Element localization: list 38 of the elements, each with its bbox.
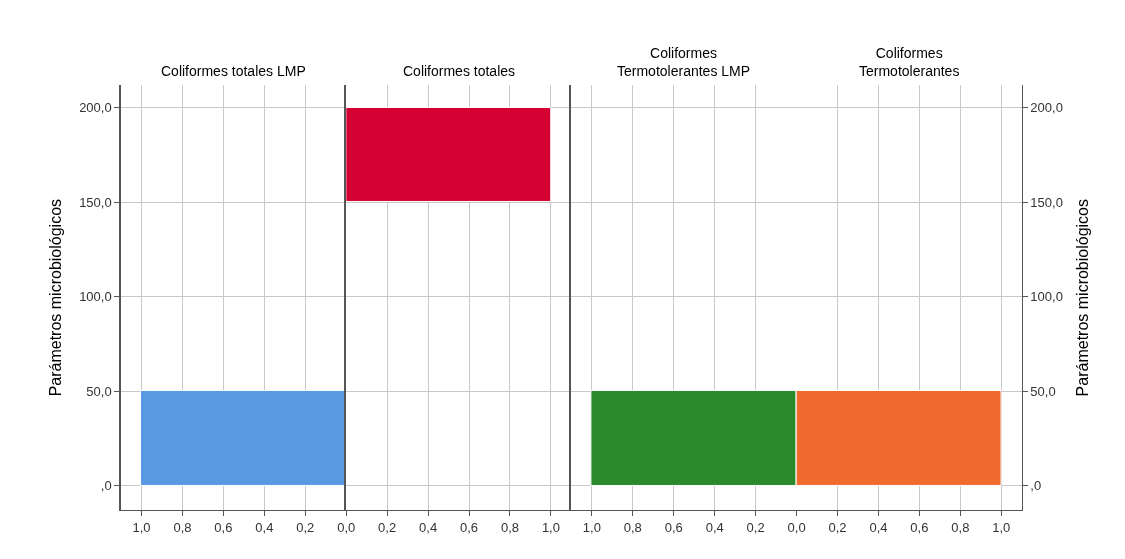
y2-tick-label: 200,0 <box>1030 100 1063 116</box>
chart-title: Coliformes Termotolerantes LMP <box>617 45 751 80</box>
x-tick-label: 1,0 <box>992 519 1011 535</box>
x-tick-label: 1,0 <box>132 519 151 535</box>
chart-title: Coliformes totales <box>403 63 516 79</box>
x-tick-label: 0,6 <box>214 519 233 535</box>
x-tick-label: 0,8 <box>500 519 520 535</box>
y-tick-label: 150,0 <box>79 194 112 210</box>
x-tick-label: 0,8 <box>173 519 192 535</box>
y-tick-label: 200,0 <box>79 100 112 116</box>
x-tick-label: 0,8 <box>623 519 642 535</box>
y-axis-title: Parámetros microbiológicos <box>46 198 64 397</box>
y2-tick-label: 150,0 <box>1030 194 1063 210</box>
y2-tick-label: ,0 <box>1030 478 1042 494</box>
x-tick-label: 1,0 <box>582 519 601 535</box>
x-tick-label: 0,4 <box>419 519 438 535</box>
x-tick-label: 0,4 <box>705 519 724 535</box>
chart-title: Coliformes Termotolerantes <box>859 45 960 80</box>
x-tick-label: 0,2 <box>296 519 315 535</box>
y2-axis-title: Parámetros microbiológicos <box>1073 198 1091 397</box>
x-tick-label: 1,0 <box>541 519 560 535</box>
x-tick-label: 0,2 <box>746 519 765 535</box>
x-tick-label: 0,4 <box>869 519 888 535</box>
x-tick-label: 0,2 <box>828 519 847 535</box>
x-tick-label: 0,8 <box>951 519 970 535</box>
x-tick-label: 0,0 <box>337 519 356 535</box>
x-tick-label: 0,6 <box>664 519 683 535</box>
y2-tick-label: 100,0 <box>1030 289 1063 305</box>
chart-title: Coliformes totales LMP <box>161 63 306 79</box>
x-tick-label: 0,6 <box>460 519 479 535</box>
y-tick-label: 100,0 <box>79 289 112 305</box>
x-tick-label: 0,0 <box>787 519 806 535</box>
y-tick-label: ,0 <box>100 478 112 494</box>
x-tick-label: 0,2 <box>378 519 397 535</box>
y-tick-label: 50,0 <box>86 383 112 399</box>
x-tick-label: 0,4 <box>255 519 274 535</box>
y2-tick-label: 50,0 <box>1030 383 1056 399</box>
x-tick-label: 0,6 <box>910 519 929 535</box>
